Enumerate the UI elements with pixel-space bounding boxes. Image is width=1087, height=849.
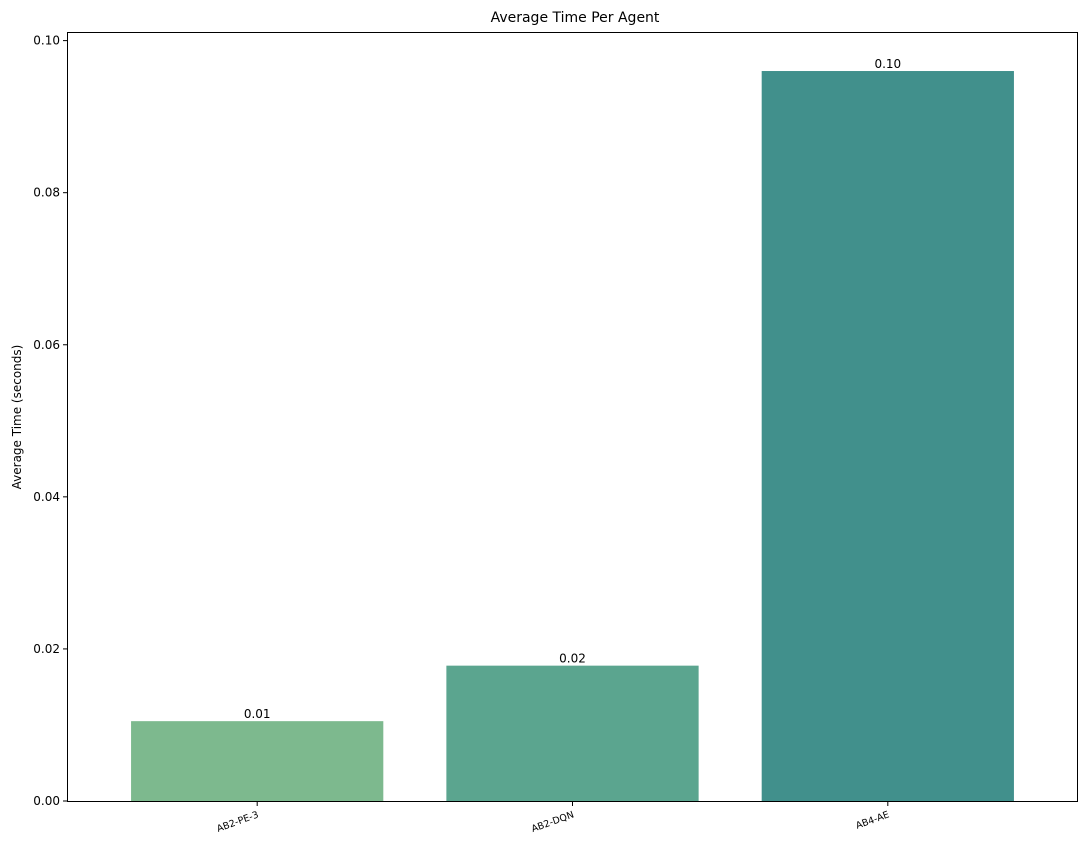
bar-ab2-dqn xyxy=(446,665,699,801)
value-label-ab2-pe-3: 0.01 xyxy=(244,707,271,721)
bars-group xyxy=(131,71,1014,802)
y-tick-label: 0.04 xyxy=(33,490,60,504)
y-axis-ticks: 0.00 0.02 0.04 0.06 0.08 0.10 xyxy=(33,34,68,808)
value-label-ab4-ae: 0.10 xyxy=(874,57,901,71)
y-tick-label: 0.08 xyxy=(33,186,60,200)
y-tick-label: 0.06 xyxy=(33,338,60,352)
chart-title: Average Time Per Agent xyxy=(491,10,660,26)
plot-frame xyxy=(67,32,1078,802)
value-labels-group: 0.01 0.02 0.10 xyxy=(244,57,901,721)
y-tick-label: 0.02 xyxy=(33,642,60,656)
y-axis-label: Average Time (seconds) xyxy=(10,345,24,490)
bar-ab4-ae xyxy=(761,71,1014,802)
bar-ab2-pe-3 xyxy=(131,721,384,801)
y-tick-label: 0.00 xyxy=(33,794,60,808)
y-tick-label: 0.10 xyxy=(33,34,60,48)
value-label-ab2-dqn: 0.02 xyxy=(559,652,586,666)
